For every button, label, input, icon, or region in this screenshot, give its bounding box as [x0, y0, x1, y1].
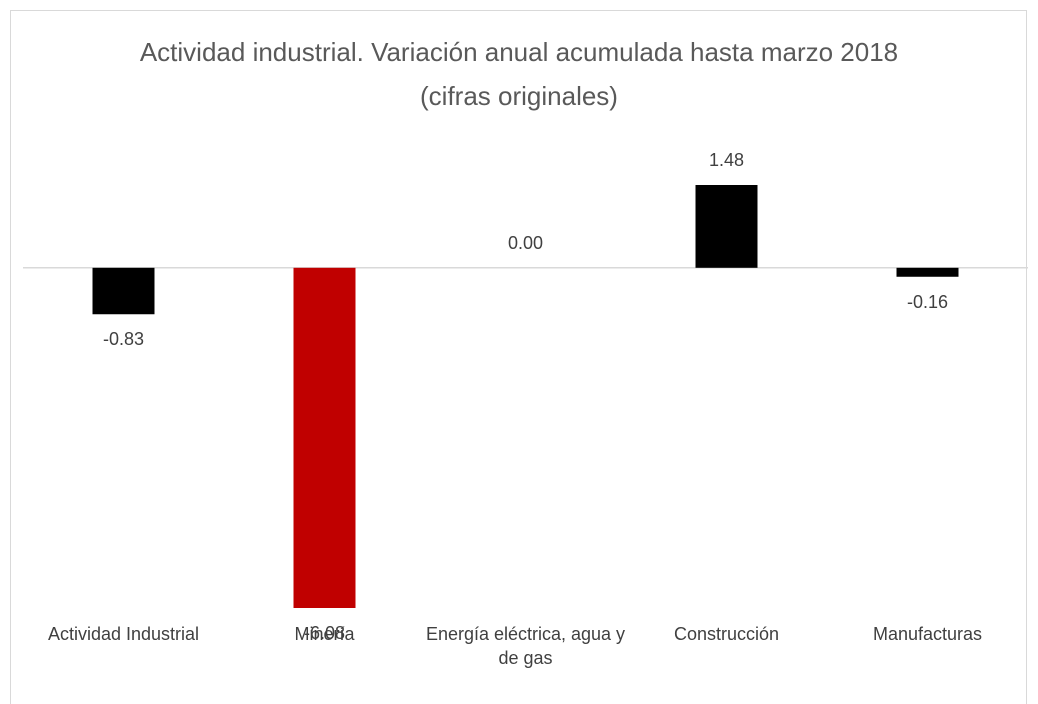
bar — [293, 267, 356, 608]
x-tick-label: Construcción — [673, 624, 780, 644]
chart-title: Actividad industrial. Variación anual ac… — [139, 37, 899, 111]
x-tick-label: Minería — [294, 624, 355, 644]
data-label: 1.48 — [708, 150, 745, 170]
data-label: -6.08 — [303, 623, 346, 643]
bar — [92, 267, 155, 315]
x-tick-label: Actividad Industrial — [47, 624, 200, 644]
bar — [695, 185, 758, 268]
x-tick-label: Manufacturas — [872, 624, 983, 644]
data-label: -0.16 — [906, 291, 949, 312]
data-label: -0.83 — [102, 329, 145, 350]
chart-frame — [10, 10, 1027, 704]
data-label: 0.00 — [507, 232, 544, 253]
x-tick-label: Energía eléctrica, agua y de gas — [425, 624, 626, 668]
bar — [896, 267, 959, 277]
